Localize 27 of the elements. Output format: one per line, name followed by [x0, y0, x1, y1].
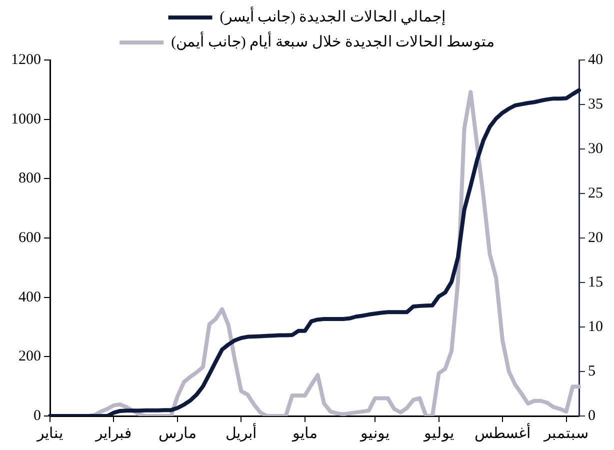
y2-tick-label: 20	[588, 230, 603, 246]
y2-tick-label: 25	[588, 185, 603, 202]
y-tick-label: 800	[18, 170, 41, 187]
y2-tick-label: 5	[588, 363, 596, 380]
x-tick-label: يوليو	[422, 426, 454, 442]
y2-tick-label: 40	[588, 52, 603, 68]
y-tick-label: 600	[18, 230, 41, 246]
x-tick-label: مايو	[291, 426, 318, 442]
x-tick-label: أغسطس	[474, 422, 531, 442]
x-tick-label: مارس	[158, 426, 196, 442]
y2-tick-label: 0	[588, 408, 596, 424]
x-tick-label: يناير	[36, 426, 63, 442]
x-tick-label: أبريل	[226, 422, 257, 442]
x-tick-label: يونيو	[360, 426, 390, 442]
y-tick-label: 1000	[11, 111, 41, 128]
y-tick-label: 200	[18, 348, 41, 365]
y2-tick-label: 30	[588, 140, 603, 157]
x-tick-label: سبتمبر	[542, 426, 589, 442]
y2-tick-label: 10	[588, 318, 603, 335]
legend-label: متوسط الحالات الجديدة خلال سبعة أيام (جانب أيمن)	[171, 31, 494, 50]
y-tick-label: 0	[34, 408, 41, 424]
y-tick-label: 1200	[11, 52, 41, 68]
y-tick-label: 400	[18, 289, 41, 306]
x-tick-label: فبراير	[94, 426, 132, 442]
y2-tick-label: 35	[588, 96, 603, 112]
legend-label: إجمالي الحالات الجديدة (جانب أيسر)	[220, 6, 446, 26]
y2-tick-label: 15	[588, 274, 603, 290]
